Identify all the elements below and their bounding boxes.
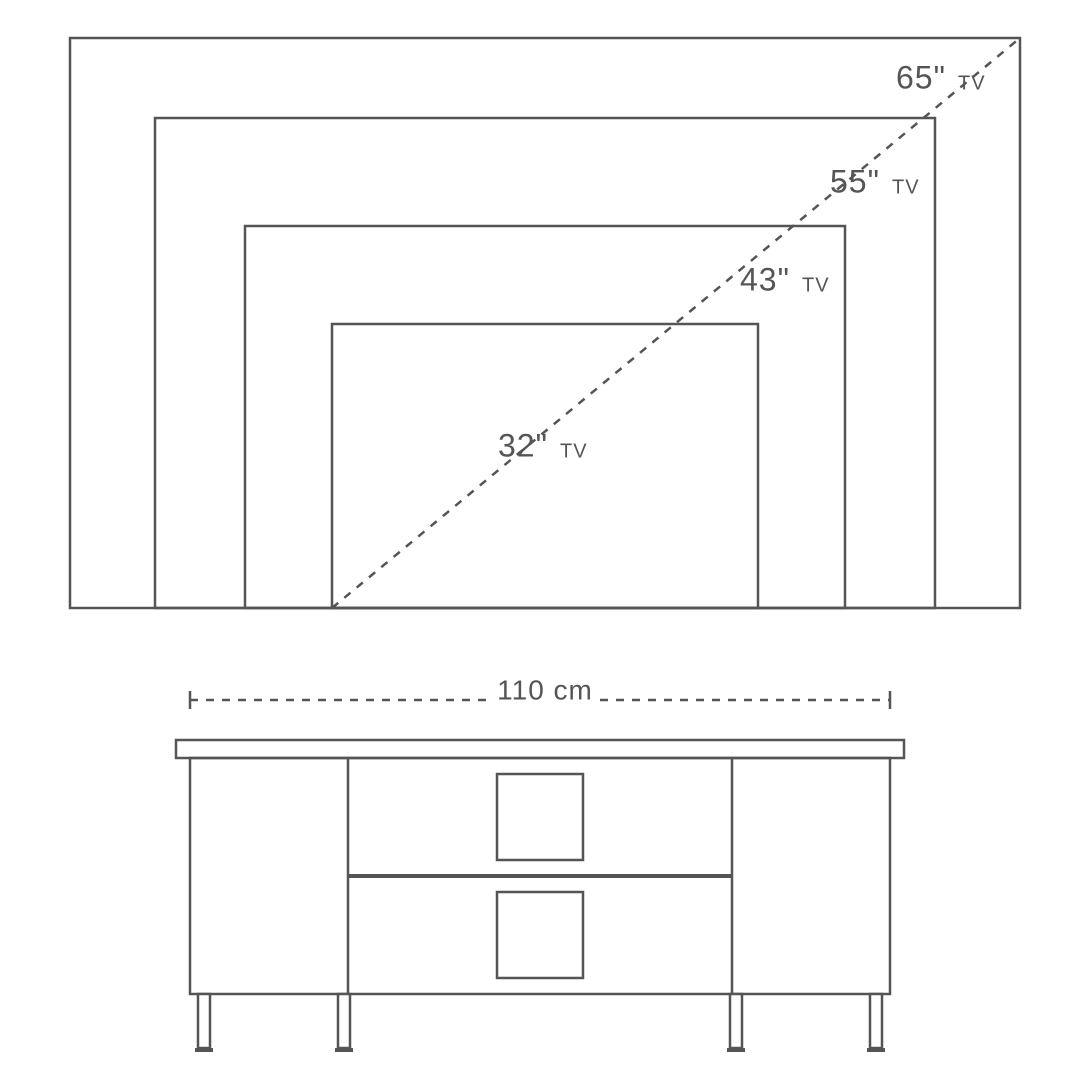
stand-leg-3: [870, 994, 882, 1048]
tv-size-label-tv43: 43": [740, 261, 790, 297]
width-dimension-label: 110 cm: [497, 674, 593, 705]
stand-shelf: [348, 874, 732, 878]
tv-outline-tv32: [332, 324, 758, 608]
tv-unit-label-tv65: TV: [958, 72, 986, 94]
drawer-handle-top: [497, 774, 583, 860]
tv-size-label-tv32: 32": [498, 427, 548, 463]
tv-unit-label-tv55: TV: [892, 176, 920, 198]
tv-size-label-tv55: 55": [830, 163, 880, 199]
tv-outline-tv55: [155, 118, 935, 608]
drawer-handle-bottom: [497, 892, 583, 978]
stand-leg-0: [198, 994, 210, 1048]
tv-unit-label-tv43: TV: [802, 274, 830, 296]
tv-size-label-tv65: 65": [896, 59, 946, 95]
stand-leg-2: [730, 994, 742, 1048]
stand-top: [176, 740, 904, 758]
tv-unit-label-tv32: TV: [560, 440, 588, 462]
stand-leg-1: [338, 994, 350, 1048]
